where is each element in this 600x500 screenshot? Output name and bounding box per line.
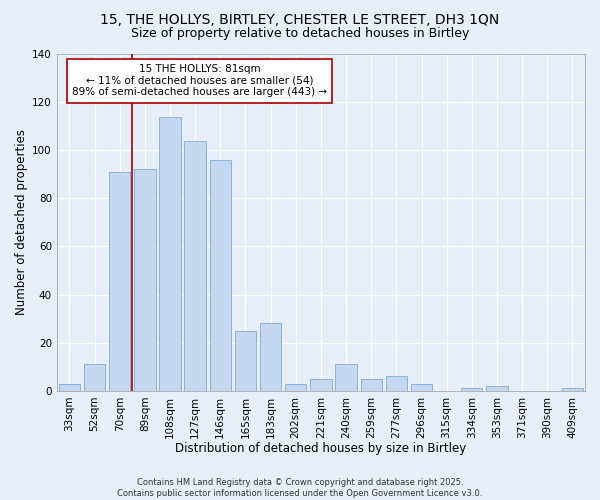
Text: 15 THE HOLLYS: 81sqm
← 11% of detached houses are smaller (54)
89% of semi-detac: 15 THE HOLLYS: 81sqm ← 11% of detached h… [72, 64, 327, 98]
Bar [285, 384, 307, 391]
Text: 15, THE HOLLYS, BIRTLEY, CHESTER LE STREET, DH3 1QN: 15, THE HOLLYS, BIRTLEY, CHESTER LE STRE… [100, 12, 500, 26]
Y-axis label: Number of detached properties: Number of detached properties [15, 130, 28, 316]
X-axis label: Distribution of detached houses by size in Birtley: Distribution of detached houses by size … [175, 442, 467, 455]
Bar [134, 170, 155, 391]
Bar [486, 386, 508, 391]
Bar [335, 364, 357, 391]
Bar [209, 160, 231, 391]
Bar [109, 172, 130, 391]
Bar [310, 379, 332, 391]
Bar [361, 379, 382, 391]
Bar [84, 364, 105, 391]
Bar [386, 376, 407, 391]
Bar [260, 324, 281, 391]
Bar [235, 330, 256, 391]
Bar [461, 388, 482, 391]
Text: Contains HM Land Registry data © Crown copyright and database right 2025.
Contai: Contains HM Land Registry data © Crown c… [118, 478, 482, 498]
Bar [184, 140, 206, 391]
Bar [562, 388, 583, 391]
Text: Size of property relative to detached houses in Birtley: Size of property relative to detached ho… [131, 28, 469, 40]
Bar [411, 384, 432, 391]
Bar [59, 384, 80, 391]
Bar [159, 116, 181, 391]
